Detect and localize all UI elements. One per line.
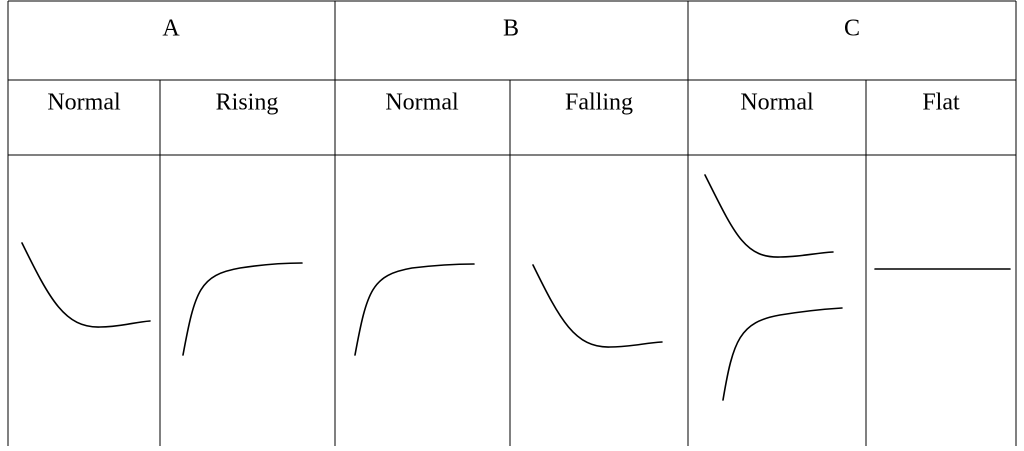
subheader: Normal <box>47 90 121 116</box>
subheader: Rising <box>216 90 279 116</box>
sketch-curve <box>532 264 663 348</box>
sketch-curve <box>722 307 843 401</box>
sketch-curve <box>354 263 475 356</box>
subheader: Normal <box>740 90 814 116</box>
subheader: Normal <box>385 90 459 116</box>
group-header: C <box>844 16 860 42</box>
table-grid <box>7 0 1017 446</box>
sketch-curve <box>21 242 151 328</box>
subheader: Flat <box>922 90 960 116</box>
subheader: Falling <box>565 90 633 116</box>
sketch-curve <box>182 262 303 356</box>
group-header: B <box>503 16 519 42</box>
group-header: A <box>162 16 180 42</box>
sketch-curve <box>704 174 834 258</box>
